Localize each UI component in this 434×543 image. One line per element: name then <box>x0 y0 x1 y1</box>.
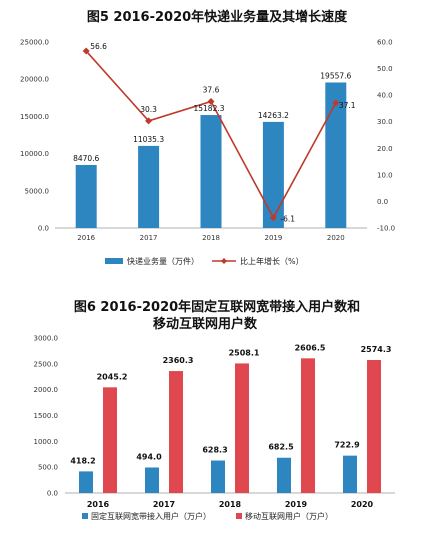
x-tick-label: 2020 <box>351 500 374 509</box>
y-tick-label: 25000.0 <box>20 39 49 47</box>
bar-value-label: 2606.5 <box>295 343 326 352</box>
bar-value-label: 628.3 <box>202 446 227 455</box>
broadband-bar <box>145 467 159 493</box>
chart-1-data-labels: 8470.6 11035.3 15182.3 14263.2 19557.6 56.6 30… <box>73 42 356 224</box>
y-tick-label: 500.0 <box>38 464 58 472</box>
bar-value-label: 2360.3 <box>163 356 194 365</box>
y-tick-label: 2500.0 <box>34 360 59 368</box>
mobile-bar <box>169 371 183 493</box>
x-tick-label: 2017 <box>153 500 175 509</box>
mobile-bar <box>103 387 117 493</box>
x-tick-label: 2016 <box>87 500 110 509</box>
bar-value-label: 15182.3 <box>193 104 224 113</box>
bar-value-label: 682.5 <box>268 443 294 452</box>
y-tick-label: 3000.0 <box>34 335 59 343</box>
line-value-label: 37.1 <box>339 101 356 110</box>
x-tick-label: 2017 <box>140 234 158 242</box>
chart-2-data-labels: 418.2 494.0 628.3 682.5 722.9 2045.2 2360.3 250… <box>70 343 391 465</box>
broadband-bar <box>79 471 93 493</box>
line-point <box>269 214 277 222</box>
x-tick-label: 2020 <box>327 234 345 242</box>
y2-tick-label: 50.0 <box>377 65 393 73</box>
legend-series1-swatch <box>82 513 88 519</box>
broadband-bar <box>277 457 291 493</box>
y2-tick-label: 0.0 <box>377 198 388 206</box>
bar <box>138 145 160 228</box>
bar-value-label: 494.0 <box>136 452 162 461</box>
broadband-bar <box>211 460 225 493</box>
x-tick-label: 2016 <box>77 234 95 242</box>
line-value-label: 56.6 <box>90 42 107 51</box>
chart-2: 图6 2016-2020年固定互联网宽带接入用户数和 移动互联网用户数 0.0 5… <box>34 299 395 521</box>
mobile-bar <box>235 363 249 493</box>
bar-value-label: 14263.2 <box>258 111 289 120</box>
chart-2-bars <box>79 358 381 493</box>
bar <box>325 82 347 228</box>
y2-tick-label: -10.0 <box>377 225 395 233</box>
y-tick-label: 15000.0 <box>20 113 49 121</box>
bar <box>75 164 97 228</box>
chart-2-legend: 固定互联网宽带接入用户（万户） 移动互联网用户（万户） <box>82 511 333 521</box>
bar-value-label: 722.9 <box>334 441 360 450</box>
y-tick-label: 5000.0 <box>25 187 50 195</box>
y-tick-label: 2000.0 <box>34 386 59 394</box>
y-tick-label: 1500.0 <box>34 412 59 420</box>
line-point <box>207 98 215 106</box>
chart-2-title: 图6 2016-2020年固定互联网宽带接入用户数和 <box>74 299 360 315</box>
line-point <box>82 47 90 55</box>
legend-series2-label: 移动互联网用户（万户） <box>245 511 333 521</box>
y-tick-label: 10000.0 <box>20 150 49 158</box>
bar-value-label: 11035.3 <box>133 135 164 144</box>
y-tick-label: 0.0 <box>47 490 58 498</box>
bar-value-label: 8470.6 <box>73 154 99 163</box>
chart-1-title: 图5 2016-2020年快递业务量及其增长速度 <box>87 9 348 25</box>
x-tick-label: 2019 <box>264 234 282 242</box>
chart-1-legend: 快递业务量（万件） 比上年增长（%） <box>105 256 304 266</box>
y-tick-label: 20000.0 <box>20 76 49 84</box>
x-tick-label: 2018 <box>219 500 242 509</box>
chart-1: 图5 2016-2020年快递业务量及其增长速度 0.0 5000.0 10000.… <box>20 9 395 266</box>
bar-value-label: 2574.3 <box>361 345 392 354</box>
y2-tick-label: 30.0 <box>377 118 393 126</box>
legend-line-label: 比上年增长（%） <box>240 256 304 266</box>
x-tick-label: 2018 <box>202 234 220 242</box>
legend-series2-swatch <box>236 513 242 519</box>
bar-value-label: 2508.1 <box>229 348 260 357</box>
bar-value-label: 418.2 <box>70 456 95 465</box>
legend-line-marker <box>221 258 227 264</box>
y2-tick-label: 10.0 <box>377 171 393 179</box>
legend-series1-label: 固定互联网宽带接入用户（万户） <box>91 511 211 521</box>
y2-tick-label: 60.0 <box>377 39 393 47</box>
chart-2-subtitle: 移动互联网用户数 <box>153 316 258 332</box>
legend-bar-label: 快递业务量（万件） <box>127 256 199 266</box>
chart-2-axes: 0.0 500.0 1000.0 1500.0 2000.0 2500.0 3000.0 20… <box>34 335 395 509</box>
mobile-bar <box>301 358 315 493</box>
bar <box>262 121 284 228</box>
chart-1-bars <box>75 82 347 228</box>
broadband-bar <box>343 455 357 493</box>
bar <box>200 115 222 228</box>
legend-bar-swatch <box>105 258 123 264</box>
y-tick-label: 0.0 <box>38 225 49 233</box>
y2-tick-label: 40.0 <box>377 92 393 100</box>
line-value-label: 30.3 <box>140 105 157 114</box>
mobile-bar <box>367 359 381 493</box>
chart-1-line <box>82 47 340 222</box>
x-tick-label: 2019 <box>285 500 308 509</box>
line-point <box>332 99 340 107</box>
y2-tick-label: 20.0 <box>377 145 393 153</box>
line-value-label: -6.1 <box>280 215 295 224</box>
bar-value-label: 2045.2 <box>97 372 128 381</box>
y-tick-label: 1000.0 <box>34 438 59 446</box>
line-point <box>145 117 153 125</box>
bar-value-label: 19557.6 <box>320 71 351 80</box>
chart-1-axes: 0.0 5000.0 10000.0 15000.0 20000.0 25000.0 -10… <box>20 39 395 243</box>
line-value-label: 37.6 <box>203 86 220 95</box>
